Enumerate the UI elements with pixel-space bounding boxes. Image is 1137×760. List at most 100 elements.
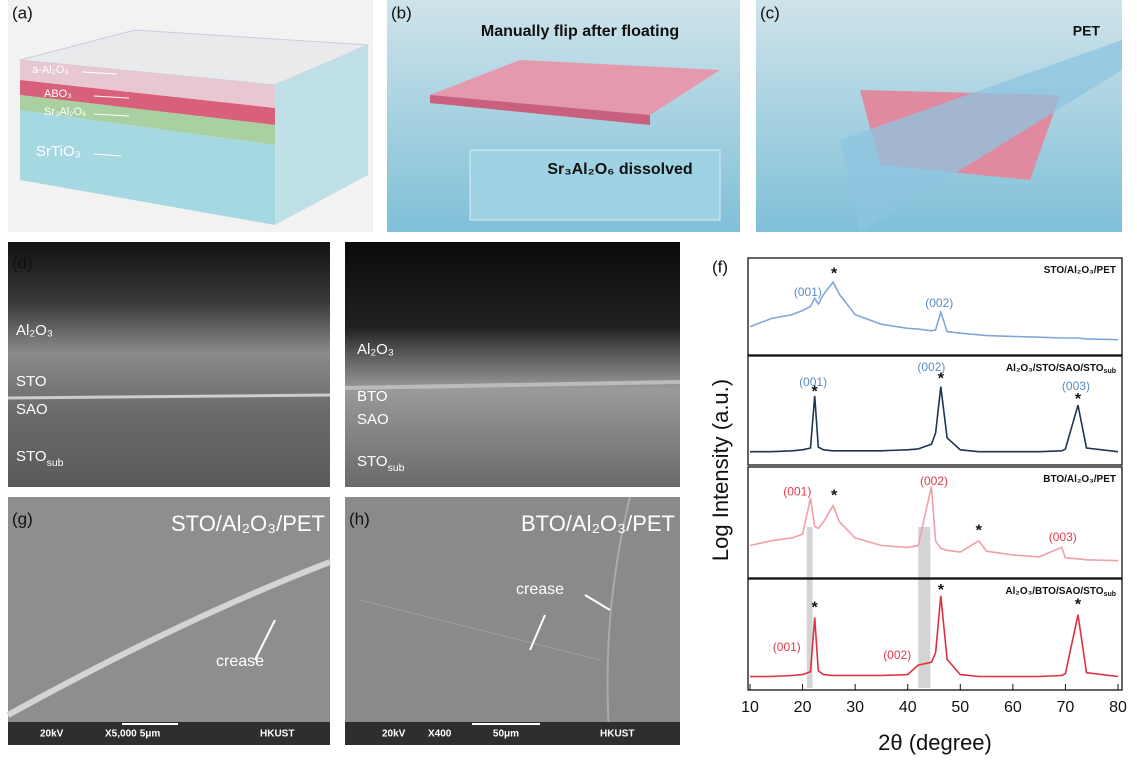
subplot-frame bbox=[747, 355, 1123, 466]
scale-text: 20kV bbox=[40, 729, 64, 740]
xrd-curve bbox=[749, 486, 1119, 562]
layer-label: Al₂O₃ bbox=[357, 341, 394, 358]
peak-label: * bbox=[812, 383, 819, 400]
peak-label: * bbox=[1075, 391, 1082, 408]
peak-label: * bbox=[1075, 596, 1082, 613]
annotation: crease bbox=[516, 581, 564, 598]
sem-h bbox=[345, 496, 680, 746]
peak-label: * bbox=[812, 599, 819, 616]
xrd-curve bbox=[749, 280, 1119, 341]
layer-label: a-Al₂O₃ bbox=[32, 64, 69, 76]
peak-label: * bbox=[938, 582, 945, 599]
layer-label: SrTiO₃ bbox=[36, 143, 81, 160]
x-tick-label: 50 bbox=[951, 699, 969, 716]
layer-label-main: Al₂O₃ bbox=[357, 341, 394, 358]
x-tick-label: 70 bbox=[1057, 699, 1075, 716]
highlight-band bbox=[806, 527, 813, 688]
layer-label: Al₂O₃ bbox=[16, 322, 53, 339]
layer-pointer bbox=[93, 95, 130, 99]
layer-label-main: SAO bbox=[357, 411, 389, 428]
x-tick-label: 30 bbox=[846, 699, 864, 716]
layer-label-main: STO bbox=[16, 448, 47, 465]
layer-label-sub: sub bbox=[47, 457, 64, 469]
layer-label: SAO bbox=[357, 411, 389, 428]
series-name: Al₂O₃/BTO/SAO/STOsub bbox=[1005, 586, 1116, 599]
peak-label: (003) bbox=[1062, 379, 1090, 393]
layer-label-sub: sub bbox=[388, 462, 405, 474]
highlight-band bbox=[918, 527, 931, 688]
x-tick-label: 10 bbox=[741, 699, 759, 716]
layer-pointer bbox=[93, 113, 130, 117]
layer-label-main: Al₂O₃ bbox=[16, 322, 53, 339]
panel-label: (f) bbox=[712, 257, 728, 276]
series-name-main: STO/Al₂O₃/PET bbox=[1044, 265, 1116, 276]
layer-label-main: BTO bbox=[357, 388, 388, 405]
caption: STO/Al₂O₃/PET bbox=[171, 511, 325, 536]
xrd-chart: STO/Al₂O₃/PET(001)*(002)Al₂O₃/STO/SAO/ST… bbox=[708, 257, 1127, 755]
photo-a bbox=[8, 0, 373, 232]
series-name: STO/Al₂O₃/PET bbox=[1044, 265, 1116, 276]
panel-label: (c) bbox=[760, 3, 780, 22]
peak-label: (001) bbox=[783, 484, 811, 498]
layer-label: BTO bbox=[357, 388, 388, 405]
series-name-main: Al₂O₃/STO/SAO/STO bbox=[1006, 363, 1104, 374]
photo-c bbox=[756, 0, 1122, 232]
x-tick-label: 20 bbox=[794, 699, 812, 716]
layer-label-main: SAO bbox=[16, 401, 48, 418]
layer-label: SAO bbox=[16, 401, 48, 418]
scale-text: X400 bbox=[428, 729, 452, 740]
sem-g bbox=[6, 497, 332, 745]
annotation: crease bbox=[216, 653, 264, 670]
series-name: Al₂O₃/STO/SAO/STOsub bbox=[1006, 363, 1116, 376]
x-tick-label: 60 bbox=[1004, 699, 1022, 716]
x-axis-label: 2θ (degree) bbox=[878, 730, 992, 755]
peak-label: (002) bbox=[925, 296, 953, 310]
panel-label: (b) bbox=[391, 3, 412, 22]
x-tick-label: 40 bbox=[899, 699, 917, 716]
layer-label: STO bbox=[16, 373, 47, 390]
panel-label: (d) bbox=[12, 253, 33, 272]
scale-text: HKUST bbox=[600, 729, 634, 740]
layer-label: STOsub bbox=[357, 453, 405, 474]
caption: PET bbox=[1073, 23, 1101, 39]
caption: Sr₃Al₂O₆ dissolved bbox=[547, 161, 692, 178]
scale-text: 50μm bbox=[493, 729, 519, 740]
layer-pointer bbox=[81, 71, 118, 75]
layer-label-main: STO bbox=[16, 373, 47, 390]
series-name: BTO/Al₂O₃/PET bbox=[1043, 474, 1116, 485]
subplot-frame bbox=[747, 257, 1123, 356]
caption: BTO/Al₂O₃/PET bbox=[521, 511, 675, 536]
layer-label: ABO₃ bbox=[44, 88, 72, 100]
series-name-sub: sub bbox=[1104, 591, 1116, 598]
panel-label: (a) bbox=[12, 3, 33, 22]
caption: Manually flip after floating bbox=[481, 23, 679, 40]
scale-text: 20kV bbox=[382, 729, 406, 740]
series-name-sub: sub bbox=[1104, 368, 1116, 375]
series-name-main: Al₂O₃/BTO/SAO/STO bbox=[1005, 586, 1103, 597]
peak-label: * bbox=[831, 265, 838, 282]
layer-pointer bbox=[93, 153, 122, 157]
photo-b bbox=[387, 0, 740, 232]
peak-label: (001) bbox=[799, 375, 827, 389]
peak-label: (002) bbox=[920, 474, 948, 488]
x-tick-label: 80 bbox=[1109, 699, 1127, 716]
peak-label: (002) bbox=[917, 360, 945, 374]
scale-text: HKUST bbox=[260, 729, 294, 740]
subplot-frame bbox=[747, 578, 1123, 691]
peak-label: (001) bbox=[794, 285, 822, 299]
panel-label: (h) bbox=[349, 509, 370, 528]
panel-label: (g) bbox=[12, 509, 33, 528]
layer-label: STOsub bbox=[16, 448, 64, 469]
xrd-curve bbox=[750, 595, 1119, 678]
layer-label: Sr₃Al₂O₆ bbox=[44, 106, 87, 118]
peak-label: (003) bbox=[1049, 530, 1077, 544]
panel-label: (e) bbox=[349, 253, 370, 272]
peak-label: * bbox=[976, 522, 983, 539]
peak-label: (002) bbox=[883, 648, 911, 662]
sem-e bbox=[344, 242, 681, 487]
sem-d bbox=[7, 242, 331, 487]
peak-label: * bbox=[831, 487, 838, 504]
xrd-curve bbox=[750, 386, 1119, 453]
scale-text: X5,000 bbox=[105, 729, 137, 740]
